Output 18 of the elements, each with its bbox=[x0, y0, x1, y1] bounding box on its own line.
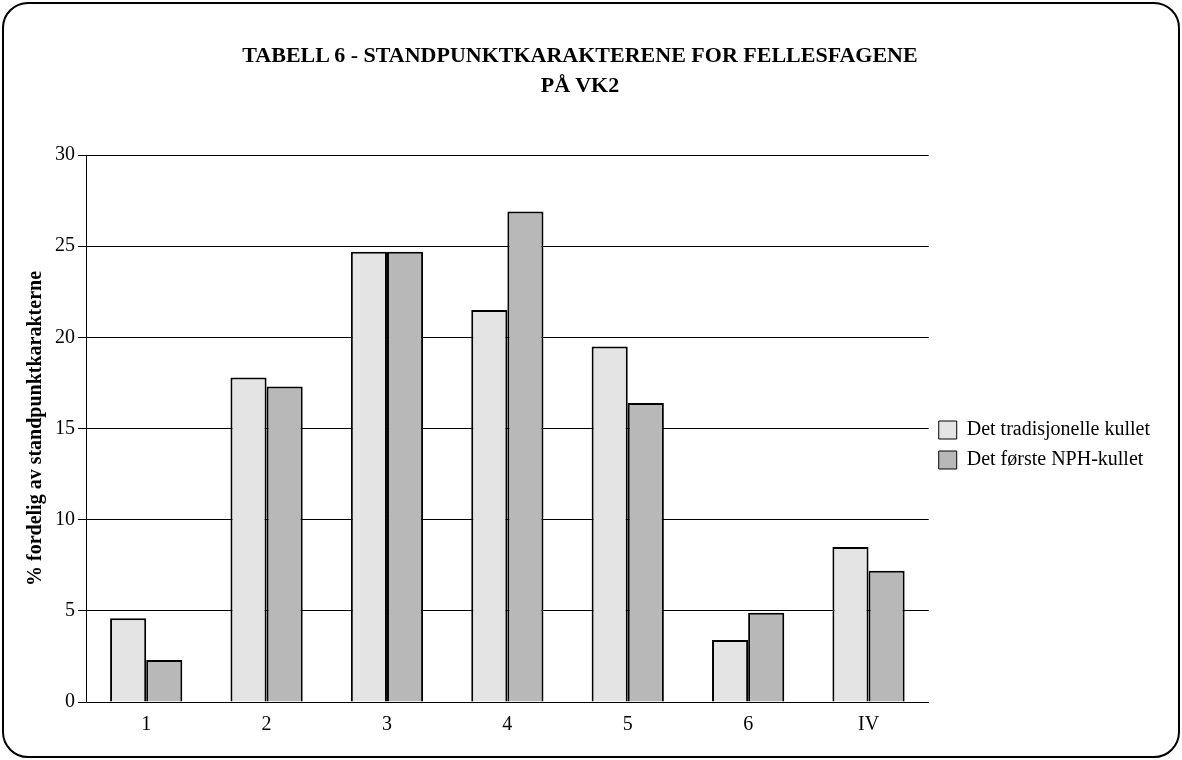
x-tick-label: 2 bbox=[261, 712, 272, 735]
y-tick-label: 20 bbox=[55, 324, 75, 347]
x-tick-label: IV bbox=[857, 712, 880, 735]
x-tick-label: 6 bbox=[743, 712, 754, 735]
x-tick-label: 5 bbox=[622, 712, 633, 735]
y-tick-label: 5 bbox=[65, 598, 75, 621]
legend-label: Det tradisjonelle kullet bbox=[966, 417, 1151, 441]
y-tick-label: 30 bbox=[55, 142, 75, 165]
y-tick-label: 15 bbox=[55, 415, 75, 438]
chart-title: TABELL 6 - STANDPUNKTKARAKTERENE FOR FELLESFAGENE PÅ VK2 bbox=[241, 41, 919, 99]
legend-label: Det første NPH-kullet bbox=[966, 447, 1144, 470]
x-tick-label: 4 bbox=[502, 712, 513, 735]
y-tick-label: 0 bbox=[65, 689, 75, 712]
x-tick-label: 3 bbox=[381, 712, 392, 735]
y-tick-label: 25 bbox=[55, 233, 75, 256]
x-tick-label: 1 bbox=[141, 712, 152, 735]
y-axis-title: % fordelig av standpunktkarakterne bbox=[23, 270, 47, 587]
y-tick-label: 10 bbox=[55, 506, 75, 529]
